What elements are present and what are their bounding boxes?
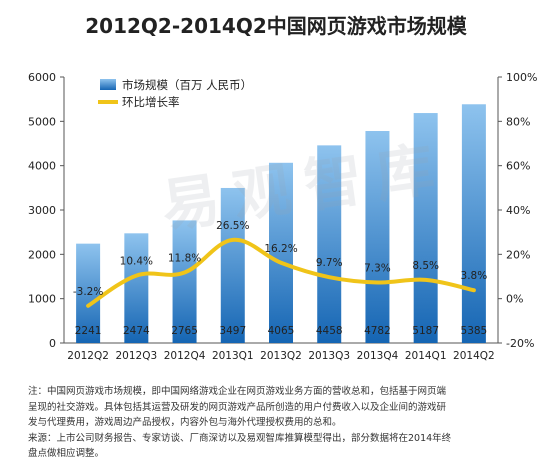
bar-data-label: 5187 xyxy=(412,325,439,337)
y-tick-label: 3000 xyxy=(28,204,56,217)
x-tick-label: 2013Q4 xyxy=(357,350,399,362)
x-tick-label: 2012Q4 xyxy=(164,350,206,362)
y2-tick-label: 60% xyxy=(506,160,530,173)
bar xyxy=(124,233,149,343)
y-tick-label: 5000 xyxy=(28,115,56,128)
bar-data-label: 5385 xyxy=(461,325,488,337)
y-tick-label: 1000 xyxy=(28,293,56,306)
y-tick-label: 4000 xyxy=(28,160,56,173)
note-line: 注：中国网页游戏市场规模，即中国网络游戏企业在网页游戏业务方面的营收总和，包括基… xyxy=(28,386,447,397)
y-tick-label: 2000 xyxy=(28,248,56,261)
line-data-label: 16.2% xyxy=(264,243,297,255)
line-data-label: 10.4% xyxy=(120,256,153,268)
note-line: 盘点做相应调整。 xyxy=(28,448,105,459)
chart-title: 2012Q2-2014Q2中国网页游戏市场规模 xyxy=(85,14,467,38)
y2-tick-label: 20% xyxy=(506,248,530,261)
bar xyxy=(220,187,245,343)
legend-swatch-bar xyxy=(100,79,116,90)
note-line: 呈现的社交游戏。具体包括其运营及研发的网页游戏产品所创造的用户付费收入以及企业间… xyxy=(28,401,447,413)
y-tick-label: 0 xyxy=(49,337,56,350)
y2-tick-label: 100% xyxy=(506,71,537,84)
x-tick-label: 2013Q2 xyxy=(260,350,302,362)
x-tick-label: 2014Q2 xyxy=(453,350,495,362)
legend-label-bar: 市场规模（百万 人民币） xyxy=(122,78,252,92)
y-tick-label: 6000 xyxy=(28,71,56,84)
line-data-label: 11.8% xyxy=(168,253,201,265)
bar xyxy=(365,130,390,343)
y2-tick-label: 40% xyxy=(506,204,530,217)
bar-data-label: 2765 xyxy=(171,325,198,337)
note-line: 来源：上市公司财务报告、专家访谈、厂商深访以及易观智库推算模型得出，部分数据将在… xyxy=(28,432,452,444)
line-data-label: 26.5% xyxy=(216,220,249,232)
line-data-label: 8.5% xyxy=(412,260,439,272)
bar-data-label: 4782 xyxy=(364,325,391,337)
bar xyxy=(76,243,101,343)
x-tick-label: 2012Q2 xyxy=(67,350,109,362)
chart-notes: 注：中国网页游戏市场规模，即中国网络游戏企业在网页游戏业务方面的营收总和，包括基… xyxy=(28,384,538,462)
line-data-label: -3.2% xyxy=(73,286,103,298)
line-data-label: 7.3% xyxy=(364,262,391,274)
bar-data-label: 4065 xyxy=(268,325,295,337)
line-data-label: 3.8% xyxy=(461,270,488,282)
y2-tick-label: 0% xyxy=(506,293,523,306)
x-tick-label: 2014Q1 xyxy=(405,350,447,362)
bar xyxy=(461,104,486,343)
y2-tick-label: 80% xyxy=(506,115,530,128)
bar xyxy=(172,220,197,343)
x-tick-label: 2013Q1 xyxy=(212,350,254,362)
bar xyxy=(269,162,293,343)
bar xyxy=(317,145,342,343)
note-line: 发与代理费用，游戏周边产品授权，内容外包与海外代理授权费用的总和。 xyxy=(28,417,342,428)
bar-data-label: 2241 xyxy=(75,325,102,337)
bar-data-label: 3497 xyxy=(219,325,246,337)
y2-tick-label: -20% xyxy=(506,337,534,350)
legend-label-line: 环比增长率 xyxy=(122,95,180,109)
bar-data-label: 2474 xyxy=(123,325,150,337)
x-tick-label: 2013Q3 xyxy=(308,350,350,362)
line-data-label: 9.7% xyxy=(316,257,343,269)
x-tick-label: 2012Q3 xyxy=(115,350,157,362)
bar-data-label: 4458 xyxy=(316,325,343,337)
bar xyxy=(413,113,438,343)
